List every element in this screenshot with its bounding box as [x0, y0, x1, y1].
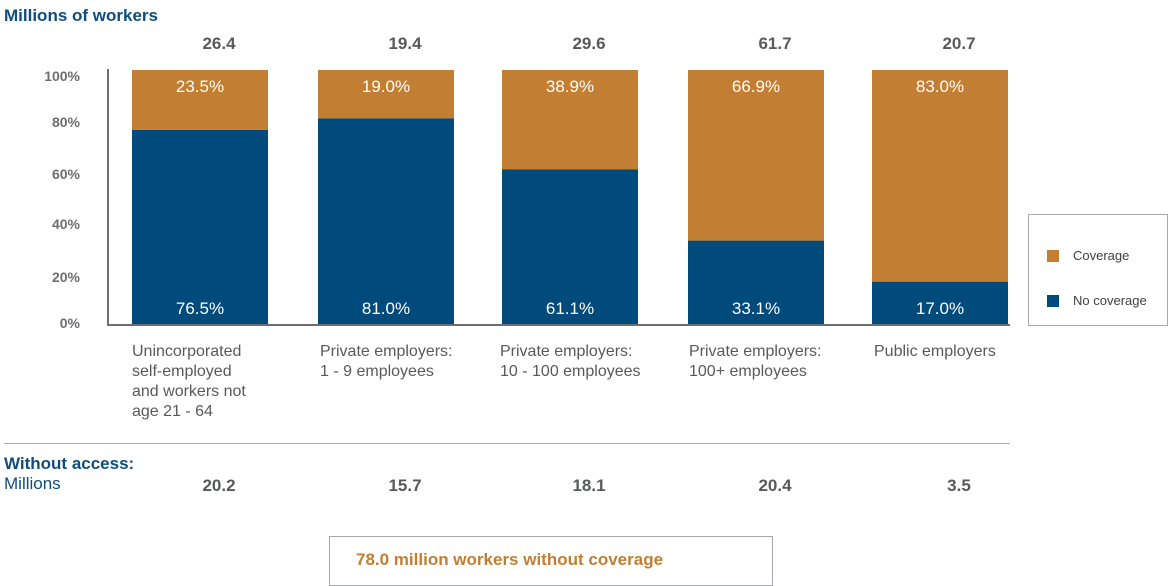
- legend-item-no-coverage: No coverage: [1047, 293, 1147, 308]
- data-label-coverage: 23.5%: [176, 77, 224, 96]
- legend-item-coverage: Coverage: [1047, 248, 1129, 263]
- category-label-line: 10 - 100 employees: [500, 363, 641, 380]
- category-label-line: and workers not: [132, 383, 246, 400]
- section-divider: [4, 443, 1010, 444]
- bar-segment-coverage: [872, 70, 1008, 282]
- y-tick-label: 80%: [51, 114, 80, 130]
- category-label: Private employers: 10 - 100 employees: [500, 342, 680, 382]
- bar-segment-no-coverage: [132, 129, 268, 325]
- y-tick-label: 100%: [44, 68, 80, 84]
- summary-text: 78.0 million workers without coverage: [356, 550, 664, 569]
- y-tick-label: 20%: [51, 269, 80, 285]
- without-access-value: 20.4: [758, 476, 792, 495]
- without-access-unit: Millions: [4, 474, 61, 493]
- without-access-value: 3.5: [947, 476, 971, 495]
- data-label-no-coverage: 17.0%: [916, 299, 964, 318]
- y-tick-label: 40%: [51, 216, 80, 232]
- category-label-line: 100+ employees: [689, 363, 807, 380]
- category-total: 29.6: [572, 34, 606, 53]
- data-label-no-coverage: 81.0%: [362, 299, 410, 318]
- category-label: Private employers: 100+ employees: [689, 342, 869, 382]
- y-tick-label: 60%: [51, 166, 80, 182]
- category-label: Private employers: 1 - 9 employees: [320, 342, 500, 382]
- category-total: 26.4: [202, 34, 236, 53]
- category-label: Unincorporated self-employed and workers n…: [132, 342, 312, 422]
- chart-title: Millions of workers: [4, 6, 158, 25]
- category-label-line: 1 - 9 employees: [320, 363, 434, 380]
- data-label-coverage: 19.0%: [362, 77, 410, 96]
- category-label-line: Private employers:: [689, 343, 822, 360]
- without-access-value: 18.1: [572, 476, 606, 495]
- bar-segment-coverage: [132, 70, 268, 130]
- bar-segment-no-coverage: [872, 281, 1008, 325]
- data-label-coverage: 83.0%: [916, 77, 964, 96]
- legend-label: No coverage: [1073, 293, 1147, 308]
- data-label-no-coverage: 76.5%: [176, 299, 224, 318]
- without-access-value: 15.7: [388, 476, 422, 495]
- bar-segment-coverage: [688, 70, 824, 241]
- data-label-no-coverage: 61.1%: [546, 299, 594, 318]
- category-total: 61.7: [758, 34, 792, 53]
- legend-swatch-no-coverage: [1047, 294, 1059, 307]
- data-label-coverage: 66.9%: [732, 77, 780, 96]
- category-label-line: Private employers:: [320, 343, 453, 360]
- without-access-value: 20.2: [202, 476, 236, 495]
- data-label-no-coverage: 33.1%: [732, 299, 780, 318]
- category-label-line: self-employed: [132, 363, 232, 380]
- bar-segment-no-coverage: [688, 240, 824, 325]
- category-label: Public employers: [874, 342, 1054, 362]
- bar-segment-no-coverage: [502, 169, 638, 325]
- category-label-line: Public employers: [874, 343, 996, 360]
- category-label-line: age 21 - 64: [132, 403, 213, 420]
- category-label-line: Unincorporated: [132, 343, 242, 360]
- stacked-bar-chart: 76.5% 23.5% 81.0% 19.0% 61.1% 38.9% 33.1% 66.9%…: [107, 69, 1010, 326]
- chart-legend: Coverage No coverage: [1028, 214, 1168, 326]
- legend-label: Coverage: [1073, 248, 1130, 263]
- bar-segment-coverage: [502, 70, 638, 170]
- category-total: 20.7: [942, 34, 976, 53]
- category-label-line: Private employers:: [500, 343, 633, 360]
- without-access-label: Without access:: [4, 454, 135, 473]
- data-label-coverage: 38.9%: [546, 77, 594, 96]
- bar-segment-coverage: [318, 70, 454, 119]
- category-total: 19.4: [388, 34, 422, 53]
- bar-segment-no-coverage: [318, 118, 454, 325]
- legend-swatch-coverage: [1047, 249, 1059, 262]
- y-tick-label: 0%: [59, 315, 80, 331]
- summary-callout: 78.0 million workers without coverage: [329, 536, 773, 586]
